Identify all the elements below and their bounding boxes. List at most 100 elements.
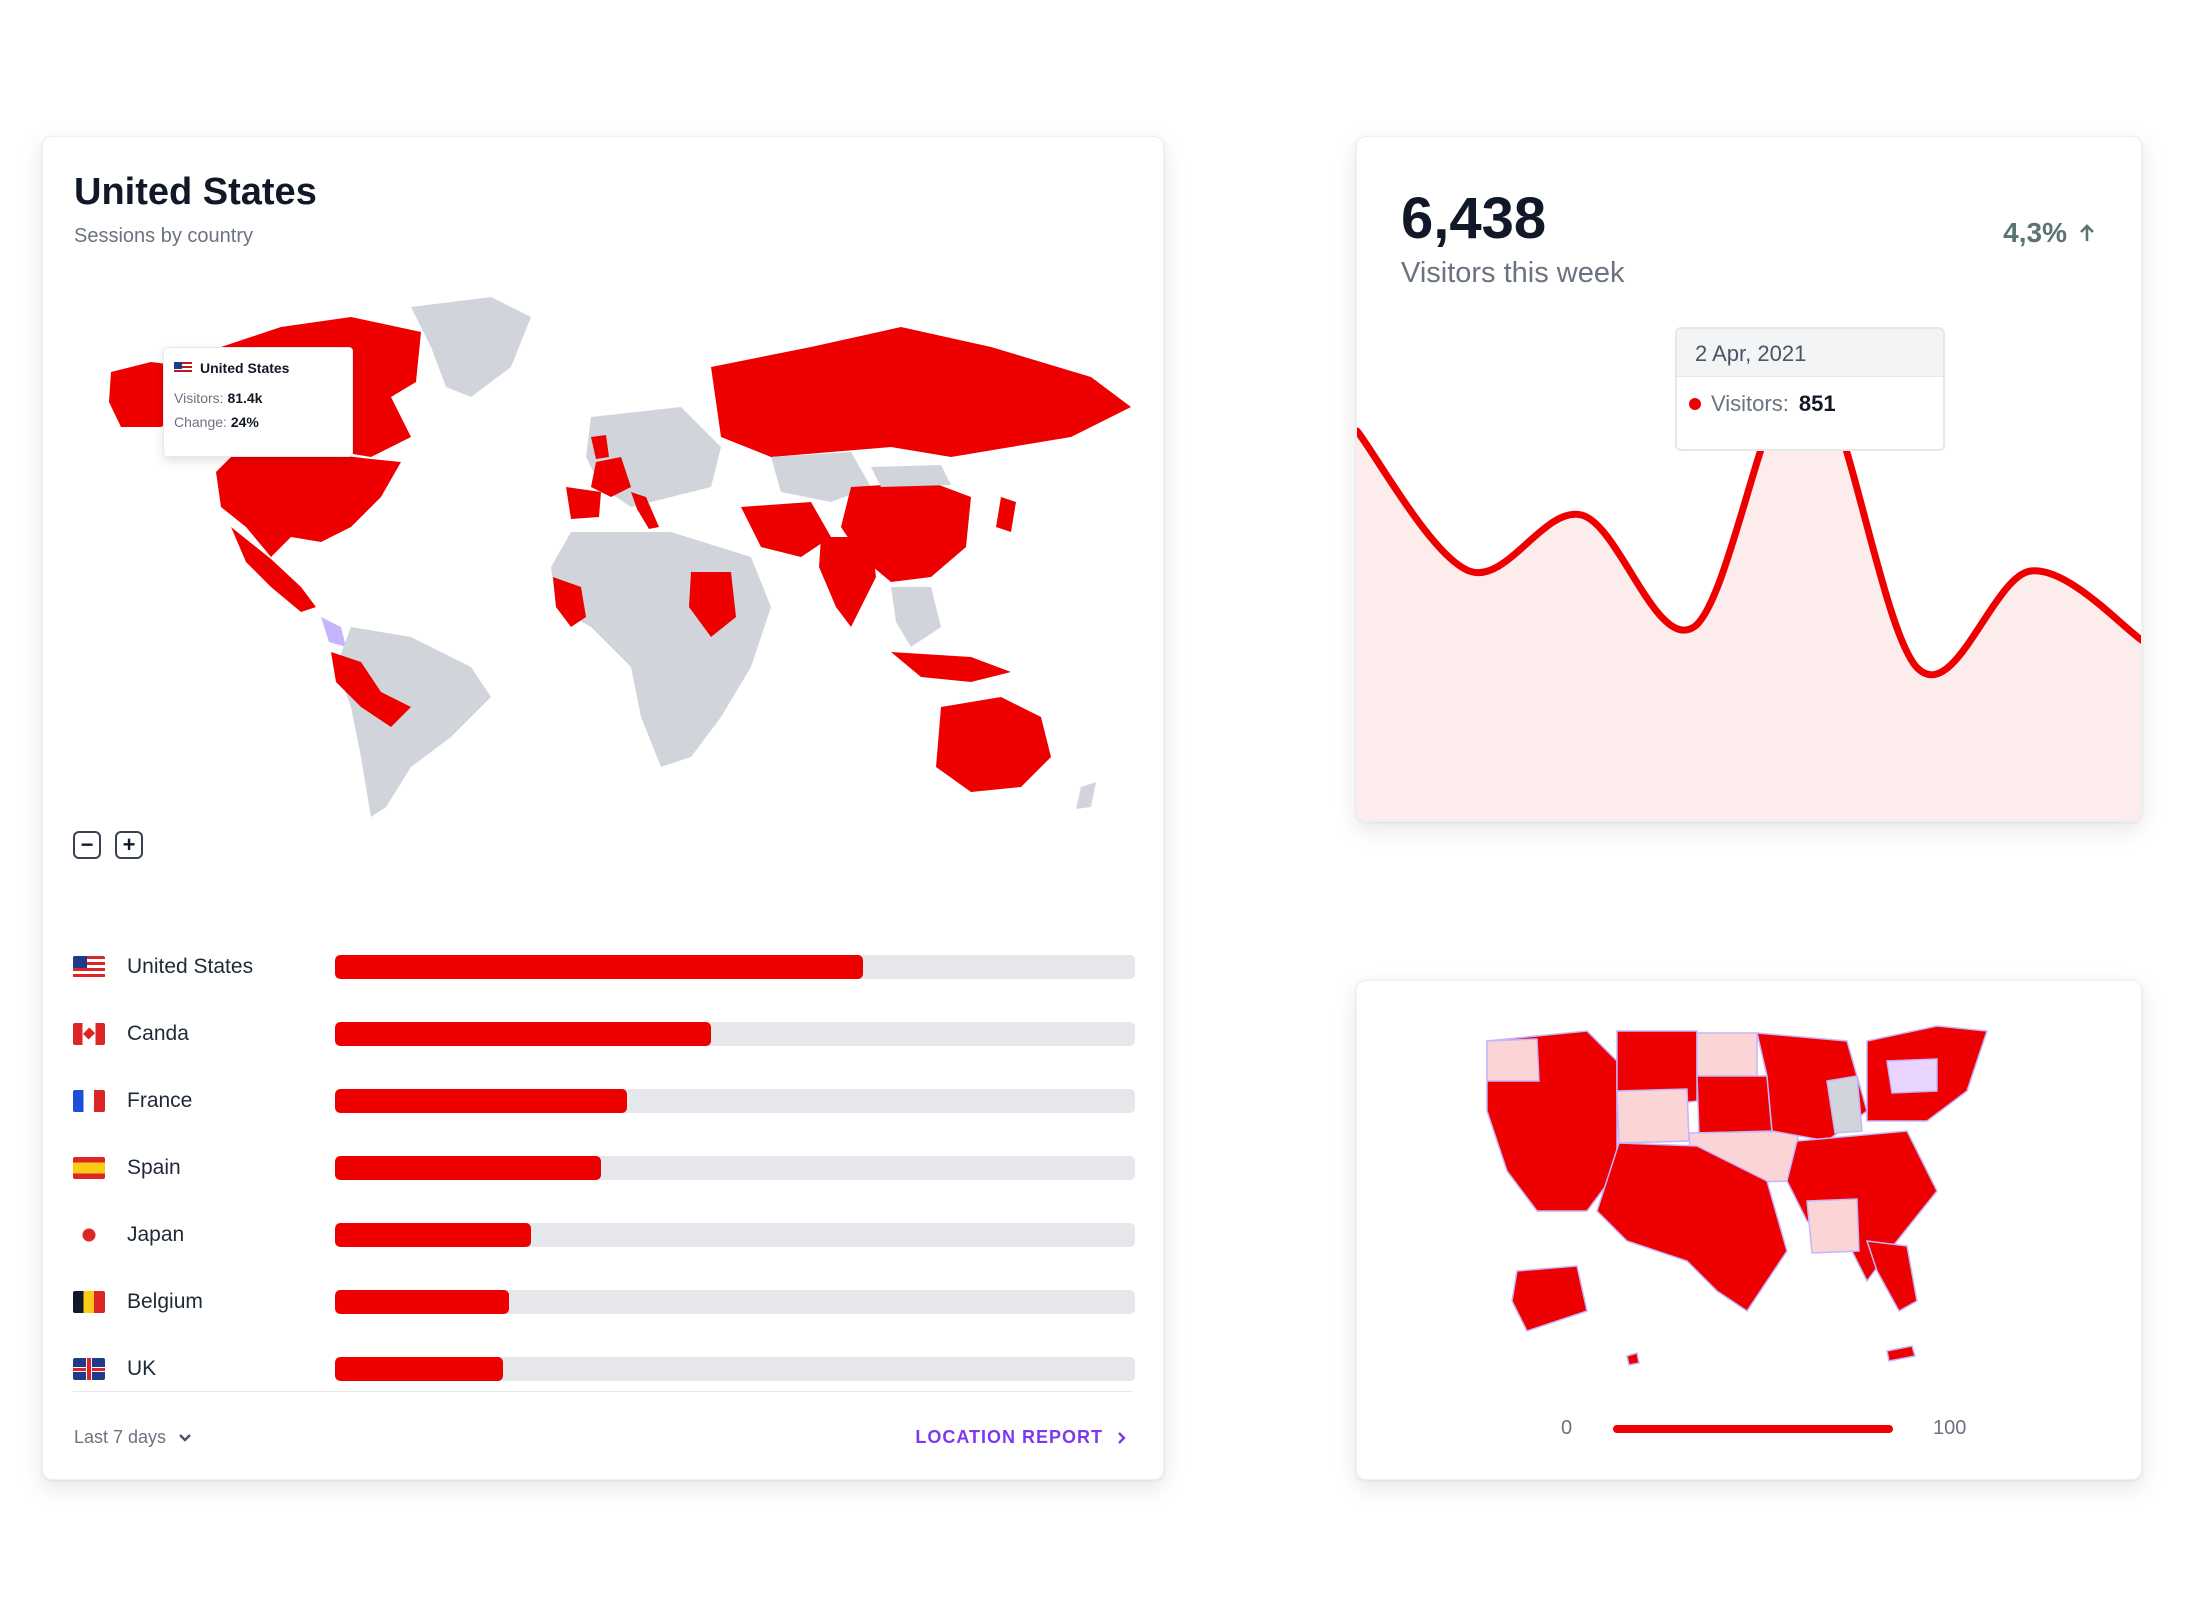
country-bar-fill: [335, 1022, 711, 1046]
chart-tooltip: 2 Apr, 2021 Visitors: 851: [1675, 327, 1945, 451]
us-states-card: 0 100: [1356, 980, 2142, 1480]
chart-tooltip-series-label: Visitors:: [1711, 391, 1789, 416]
map-region-se-asia: [891, 587, 941, 647]
map-region-plains: [1696, 1075, 1773, 1134]
tooltip-visitors-value: 81.4k: [227, 390, 263, 406]
location-report-link[interactable]: LOCATION REPORT: [915, 1427, 1127, 1448]
country-row-japan[interactable]: Japan: [73, 1215, 1135, 1255]
country-bar-track: [335, 955, 1135, 979]
map-region-florida: [1865, 1240, 1918, 1313]
country-bar-track: [335, 1156, 1135, 1180]
map-region-alaska: [1511, 1265, 1588, 1332]
ca-flag-icon: [73, 1023, 105, 1045]
fr-flag-icon: [73, 1090, 105, 1112]
country-row-belgium[interactable]: Belgium: [73, 1282, 1135, 1322]
country-name: United States: [127, 955, 254, 978]
country-row-uk[interactable]: UK: [73, 1349, 1135, 1389]
country-row-united-states[interactable]: United States: [73, 947, 1135, 987]
map-region-sudan: [689, 572, 736, 637]
map-region-peru: [331, 652, 411, 727]
scale-min-label: 0: [1561, 1417, 1573, 1439]
jp-flag-icon: [73, 1224, 105, 1246]
card-subtitle: Sessions by country: [74, 225, 253, 247]
map-region-india: [819, 537, 876, 627]
country-name: France: [127, 1089, 193, 1112]
visitors-label: Visitors this week: [1401, 257, 1625, 289]
us-flag-icon: [174, 362, 192, 374]
country-bar-track: [335, 1089, 1135, 1113]
country-row-spain[interactable]: Spain: [73, 1148, 1135, 1188]
map-region-middle-east: [741, 502, 831, 557]
map-region-uk: [591, 435, 609, 459]
country-name: Japan: [127, 1223, 185, 1246]
visitors-value: 6,438: [1401, 186, 1547, 251]
date-range-label: Last 7 days: [74, 1427, 167, 1447]
map-region-usa: [216, 447, 401, 557]
country-bar-fill: [335, 955, 863, 979]
chart-tooltip-series-value: 851: [1798, 391, 1836, 416]
tooltip-change-label: Change:: [174, 414, 227, 430]
country-row-canada[interactable]: Canda: [73, 1014, 1135, 1054]
map-region-south-central: [1596, 1142, 1788, 1313]
map-region-spain: [566, 487, 601, 519]
map-region-mexico: [231, 527, 316, 612]
map-region-michigan: [1826, 1075, 1863, 1134]
uk-flag-icon: [73, 1358, 105, 1380]
map-region-russia: [711, 327, 1131, 457]
zoom-out-button[interactable]: −: [73, 831, 101, 859]
map-region-alabama: [1806, 1198, 1860, 1254]
chevron-down-icon: [179, 1433, 191, 1442]
scale-max-label: 100: [1933, 1417, 1967, 1439]
location-report-label: LOCATION REPORT: [915, 1427, 1103, 1447]
tooltip-country: United States: [200, 360, 290, 376]
visitors-card: 6,438 Visitors this week 4,3% 2 Apr, 202…: [1356, 136, 2142, 822]
tooltip-visitors-label: Visitors:: [174, 390, 224, 406]
series-dot-icon: [1689, 398, 1701, 410]
country-bar-track: [335, 1357, 1135, 1381]
map-region-hawaii: [1626, 1352, 1640, 1366]
map-region-southeast: [1786, 1130, 1938, 1283]
map-region-italy: [631, 492, 659, 529]
country-name: Spain: [127, 1156, 181, 1179]
country-bar-fill: [335, 1089, 627, 1113]
date-range-dropdown[interactable]: Last 7 days: [74, 1427, 192, 1448]
map-region-greenland: [411, 297, 531, 397]
arrow-up-icon: [2080, 224, 2094, 241]
us-flag-icon: [73, 956, 105, 978]
country-bar-fill: [335, 1357, 503, 1381]
color-scale-bar: [1613, 1425, 1893, 1433]
world-map[interactable]: [71, 287, 1141, 827]
country-bar-fill: [335, 1223, 531, 1247]
map-region-new-york: [1886, 1058, 1938, 1094]
map-region-africa: [551, 532, 771, 767]
us-states-map[interactable]: [1467, 1021, 2027, 1381]
map-region-mongolia: [871, 465, 951, 487]
area-fill: [1357, 367, 2141, 821]
card-title: United States: [74, 171, 317, 213]
visitors-change-value: 4,3%: [2003, 217, 2067, 248]
map-region-indonesia: [891, 652, 1011, 682]
visitors-change: 4,3%: [2003, 217, 2095, 249]
chart-tooltip-date: 2 Apr, 2021: [1677, 329, 1943, 377]
map-region-wyoming: [1616, 1088, 1690, 1144]
country-bar-track: [335, 1290, 1135, 1314]
map-region-new-zealand: [1076, 782, 1096, 809]
map-region-france: [591, 457, 631, 497]
map-region-puerto-rico: [1886, 1345, 1916, 1362]
sessions-by-country-card: United States Sessions by country: [42, 136, 1164, 1480]
map-region-japan: [996, 497, 1016, 532]
map-tooltip: United States Visitors: 81.4k Change: 24…: [163, 347, 353, 457]
chevron-right-icon: [1118, 1431, 1126, 1444]
be-flag-icon: [73, 1291, 105, 1313]
country-name: Canda: [127, 1022, 189, 1045]
map-region-washington: [1486, 1038, 1540, 1082]
country-bar-fill: [335, 1290, 510, 1314]
zoom-in-button[interactable]: +: [115, 831, 143, 859]
map-region-central-asia: [771, 452, 871, 502]
country-name: UK: [127, 1357, 157, 1380]
map-region-north-dakota: [1696, 1032, 1758, 1077]
country-bar-fill: [335, 1156, 602, 1180]
country-bar-track: [335, 1022, 1135, 1046]
country-row-france[interactable]: France: [73, 1081, 1135, 1121]
tooltip-change-value: 24%: [230, 414, 259, 430]
